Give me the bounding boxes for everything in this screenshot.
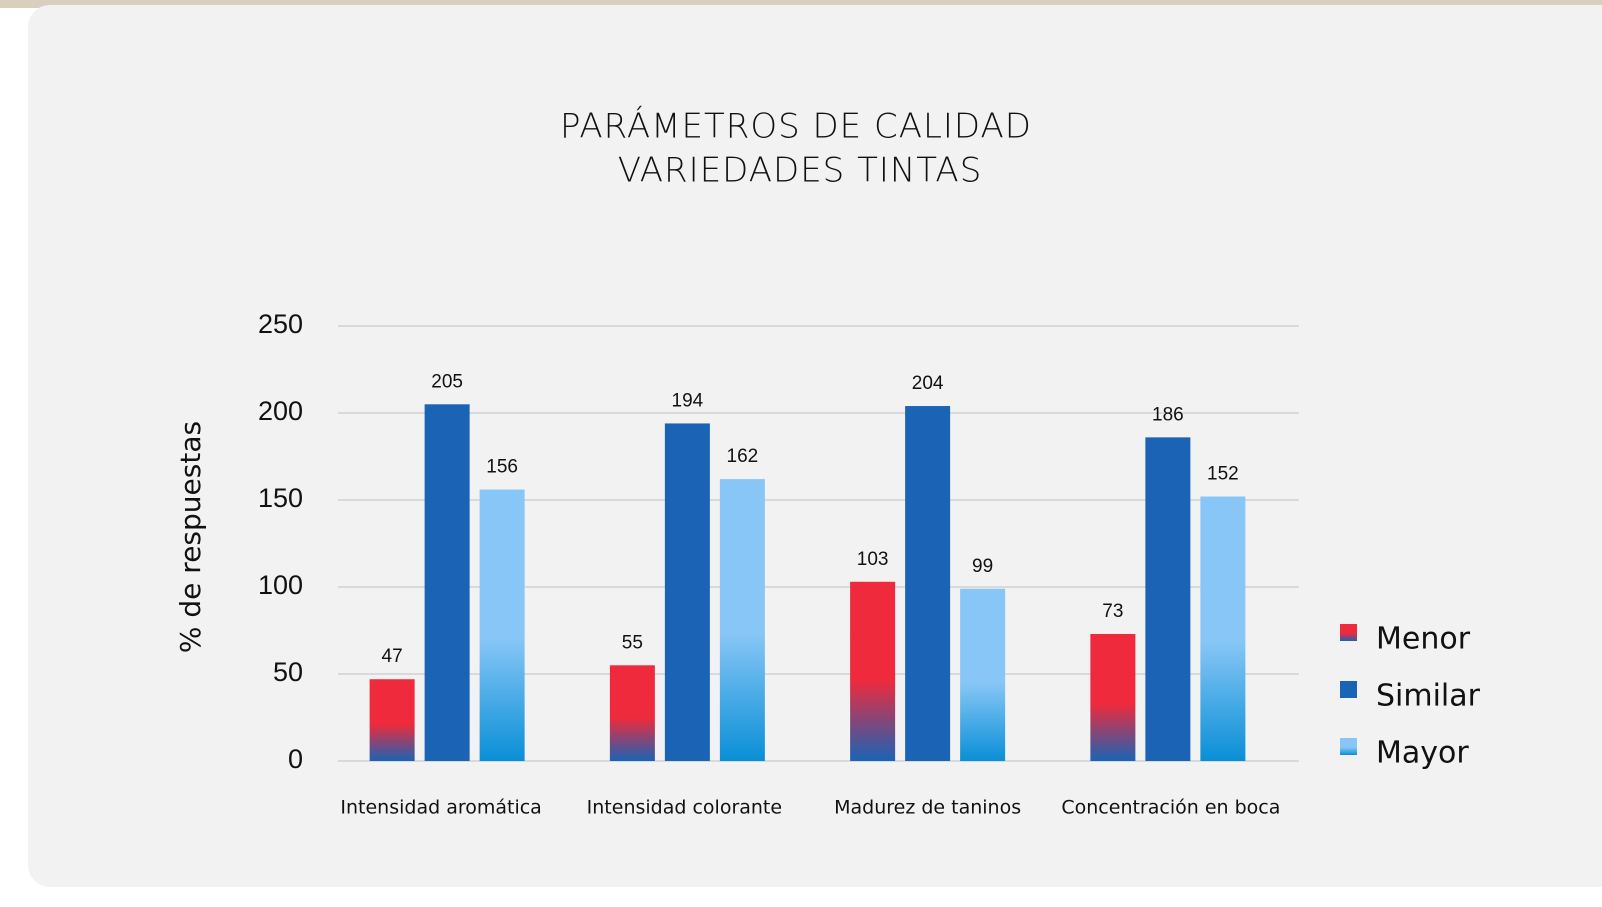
- data-label: 152: [1207, 464, 1239, 485]
- legend-label: Mayor: [1376, 736, 1469, 771]
- y-tick-label: 250: [258, 309, 303, 339]
- page: PARÁMETROS DE CALIDAD VARIEDADES TINTAS …: [0, 0, 1602, 907]
- x-tick-label: Concentración en boca: [1061, 797, 1280, 819]
- bar: [1145, 437, 1190, 761]
- bar: [425, 404, 470, 761]
- bar: [480, 490, 525, 761]
- bar: [720, 479, 765, 761]
- bar: [850, 582, 895, 761]
- data-label: 55: [622, 632, 643, 653]
- data-label: 99: [972, 556, 993, 577]
- legend-swatch: [1340, 681, 1357, 698]
- y-tick-label: 150: [258, 483, 303, 513]
- data-label: 156: [486, 457, 518, 478]
- y-axis-label: % de respuestas: [174, 421, 207, 653]
- legend-swatch: [1340, 738, 1357, 755]
- data-label: 186: [1152, 404, 1184, 425]
- data-label: 162: [727, 446, 759, 467]
- bar: [610, 665, 655, 761]
- chart-title: PARÁMETROS DE CALIDAD: [560, 106, 1032, 147]
- data-label: 204: [912, 373, 944, 394]
- legend-label: Menor: [1376, 622, 1471, 657]
- y-tick-label: 0: [288, 744, 303, 774]
- bar: [905, 406, 950, 761]
- x-tick-label: Intensidad colorante: [587, 797, 782, 819]
- bar: [370, 679, 415, 761]
- chart-subtitle: VARIEDADES TINTAS: [618, 151, 983, 191]
- data-label: 103: [857, 549, 889, 570]
- bar: [1090, 634, 1135, 761]
- y-tick-label: 50: [273, 657, 303, 687]
- x-tick-label: Madurez de taninos: [834, 797, 1021, 819]
- data-label: 73: [1102, 601, 1123, 622]
- x-tick-label: Intensidad aromática: [340, 797, 541, 819]
- legend-swatch: [1340, 624, 1357, 641]
- y-tick-label: 200: [258, 396, 303, 426]
- bar: [665, 423, 710, 761]
- data-label: 47: [382, 646, 403, 667]
- bar: [1200, 497, 1245, 761]
- y-tick-label: 100: [258, 570, 303, 600]
- data-label: 194: [672, 390, 704, 411]
- legend-label: Similar: [1376, 679, 1481, 714]
- bar: [960, 589, 1005, 761]
- data-label: 205: [431, 371, 463, 392]
